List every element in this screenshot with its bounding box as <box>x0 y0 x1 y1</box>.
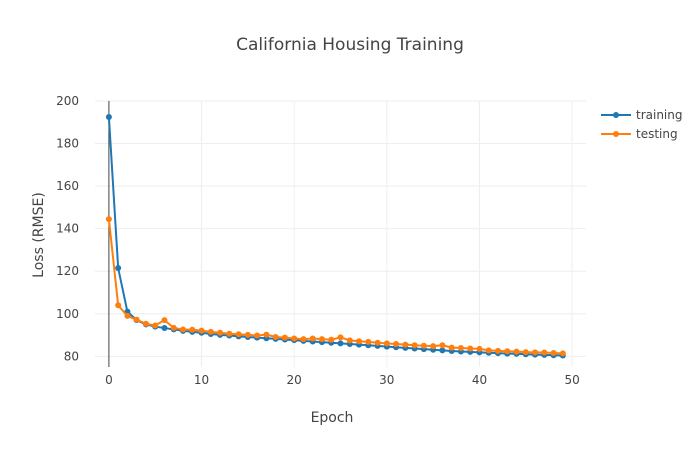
data-point-testing[interactable] <box>485 347 492 354</box>
data-point-testing[interactable] <box>161 317 168 324</box>
data-point-testing[interactable] <box>550 349 557 356</box>
data-point-training[interactable] <box>105 113 112 120</box>
legend-item-training[interactable]: training <box>601 108 683 122</box>
x-axis-title: Epoch <box>311 410 354 426</box>
data-point-testing[interactable] <box>170 324 177 331</box>
data-point-testing[interactable] <box>133 316 140 323</box>
legend-marker <box>613 112 619 118</box>
data-point-testing[interactable] <box>439 342 446 349</box>
data-point-testing[interactable] <box>346 337 353 344</box>
x-tick-label: 20 <box>287 373 302 387</box>
legend-label: testing <box>636 127 678 141</box>
data-point-testing[interactable] <box>411 342 418 349</box>
data-point-testing[interactable] <box>226 330 233 337</box>
data-point-testing[interactable] <box>180 326 187 333</box>
legend-marker <box>613 131 619 137</box>
y-tick-label: 120 <box>56 264 79 278</box>
data-point-testing[interactable] <box>244 331 251 338</box>
data-point-testing[interactable] <box>494 347 501 354</box>
data-point-testing[interactable] <box>532 349 539 356</box>
chart-title: California Housing Training <box>236 35 464 55</box>
series-line-training <box>107 116 563 357</box>
x-tick-label: 50 <box>564 373 579 387</box>
grid-lines <box>95 100 586 367</box>
y-tick-label: 100 <box>56 307 79 321</box>
data-point-testing[interactable] <box>291 335 298 342</box>
data-point-testing[interactable] <box>124 312 131 319</box>
y-axis-title: Loss (RMSE) <box>31 192 47 278</box>
series-line-testing <box>107 218 563 355</box>
data-point-testing[interactable] <box>142 320 149 327</box>
data-point-testing[interactable] <box>374 339 381 346</box>
data-point-testing[interactable] <box>365 338 372 345</box>
series-training <box>105 113 566 359</box>
series-testing <box>105 216 566 357</box>
data-point-testing[interactable] <box>328 336 335 343</box>
data-point-testing[interactable] <box>448 344 455 351</box>
legend[interactable]: training testing <box>601 108 683 141</box>
legend-item-testing[interactable]: testing <box>601 127 678 141</box>
x-axis-ticks: 0 10 20 30 40 50 <box>105 373 580 387</box>
data-point-testing[interactable] <box>467 345 474 352</box>
data-point-training[interactable] <box>115 265 122 272</box>
x-tick-label: 40 <box>472 373 487 387</box>
y-tick-label: 160 <box>56 179 79 193</box>
data-point-testing[interactable] <box>207 328 214 335</box>
data-point-training[interactable] <box>337 340 344 347</box>
y-tick-label: 80 <box>64 349 79 363</box>
data-point-testing[interactable] <box>393 341 400 348</box>
legend-label: training <box>636 108 683 122</box>
data-point-testing[interactable] <box>513 348 520 355</box>
y-tick-label: 180 <box>56 137 79 151</box>
x-tick-label: 30 <box>379 373 394 387</box>
y-axis-ticks: 80 100 120 140 160 180 200 <box>56 94 79 363</box>
data-point-testing[interactable] <box>272 333 279 340</box>
data-point-testing[interactable] <box>281 334 288 341</box>
data-point-testing[interactable] <box>235 331 242 338</box>
y-tick-label: 140 <box>56 222 79 236</box>
data-point-testing[interactable] <box>309 335 316 342</box>
data-point-testing[interactable] <box>152 322 159 329</box>
data-point-testing[interactable] <box>198 327 205 334</box>
data-point-testing[interactable] <box>300 336 307 343</box>
data-point-testing[interactable] <box>337 334 344 341</box>
data-point-testing[interactable] <box>263 331 270 338</box>
series-layer <box>105 113 566 359</box>
data-point-testing[interactable] <box>541 349 548 356</box>
data-point-training[interactable] <box>161 325 168 332</box>
x-tick-label: 10 <box>194 373 209 387</box>
data-point-testing[interactable] <box>115 302 122 309</box>
data-point-testing[interactable] <box>457 345 464 352</box>
data-point-testing[interactable] <box>420 342 427 349</box>
data-point-testing[interactable] <box>356 338 363 345</box>
data-point-testing[interactable] <box>402 341 409 348</box>
data-point-testing[interactable] <box>254 332 261 339</box>
data-point-testing[interactable] <box>318 336 325 343</box>
data-point-testing[interactable] <box>430 343 437 350</box>
data-point-testing[interactable] <box>559 350 566 357</box>
y-tick-label: 200 <box>56 94 79 108</box>
data-point-testing[interactable] <box>383 340 390 347</box>
data-point-testing[interactable] <box>476 345 483 352</box>
x-tick-label: 0 <box>105 373 113 387</box>
data-point-testing[interactable] <box>217 329 224 336</box>
data-point-training[interactable] <box>439 347 446 354</box>
data-point-testing[interactable] <box>189 326 196 333</box>
data-point-testing[interactable] <box>105 216 112 223</box>
data-point-testing[interactable] <box>504 348 511 355</box>
data-point-testing[interactable] <box>522 349 529 356</box>
